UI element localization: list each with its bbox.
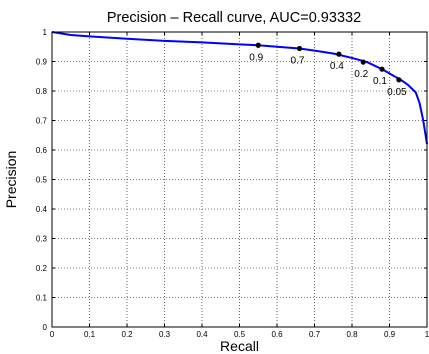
x-tick-label: 0.2 xyxy=(121,330,133,339)
x-tick-label: 0.4 xyxy=(196,330,208,339)
threshold-marker xyxy=(296,45,303,52)
threshold-marker xyxy=(255,42,261,48)
x-tick-label: 0.3 xyxy=(159,330,171,339)
y-tick-label: 0.6 xyxy=(36,146,48,155)
threshold-label: 0.7 xyxy=(291,56,305,67)
x-tick-label: 0.6 xyxy=(271,330,283,339)
x-tick-label: 1 xyxy=(425,330,429,339)
threshold-marker xyxy=(360,59,366,65)
grid xyxy=(52,32,427,327)
y-tick-label: 1 xyxy=(43,28,48,37)
chart-title: Precision – Recall curve, AUC=0.93332 xyxy=(107,10,361,26)
x-tick-label: 0.1 xyxy=(84,330,96,339)
y-tick-label: 0.1 xyxy=(36,294,48,303)
threshold-marker xyxy=(336,51,342,57)
series-layer xyxy=(51,31,428,145)
x-tick-label: 0.8 xyxy=(346,330,358,339)
threshold-marker xyxy=(379,66,385,72)
threshold-label: 0.1 xyxy=(373,76,387,87)
x-tick-label: 0.9 xyxy=(384,330,396,339)
threshold-label: 0.9 xyxy=(249,52,263,63)
y-tick-label: 0.7 xyxy=(36,117,48,126)
threshold-label: 0.2 xyxy=(354,69,368,80)
plot-frame xyxy=(51,31,428,328)
threshold-marker xyxy=(396,77,402,83)
x-axis-label: Recall xyxy=(220,338,259,354)
pr-curve-line xyxy=(51,31,428,145)
threshold-label: 0.4 xyxy=(330,61,344,72)
y-tick-label: 0.9 xyxy=(36,58,48,67)
y-tick-label: 0.8 xyxy=(36,87,48,96)
y-tick-label: 0.5 xyxy=(36,176,48,185)
y-tick-label: 0 xyxy=(43,323,48,332)
ticks: 0 0.1 0.2 0.3 0.4 0.5 0.6 0.7 0.8 0.9 1 0 0.1 0.2 0.3 0… xyxy=(36,28,429,339)
y-tick-label: 0.3 xyxy=(36,235,48,244)
threshold-label: 0.05 xyxy=(387,87,407,98)
x-tick-label: 0 xyxy=(50,330,55,339)
x-tick-label: 0.5 xyxy=(234,330,246,339)
threshold-points: 0.9 0.7 0.4 0.2 0.10.05 xyxy=(249,42,407,98)
x-tick-label: 0.7 xyxy=(309,330,321,339)
y-tick-label: 0.4 xyxy=(36,205,48,214)
y-tick-label: 0.2 xyxy=(36,264,48,273)
y-axis-label: Precision xyxy=(3,151,19,209)
